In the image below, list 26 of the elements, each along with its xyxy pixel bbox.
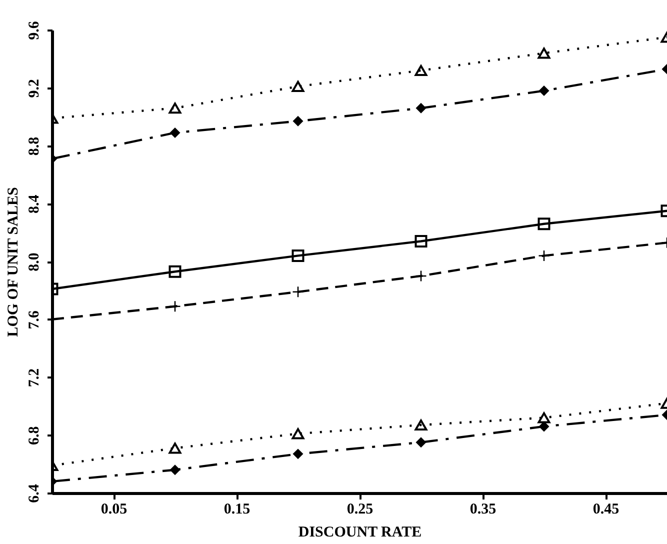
x-tick-label: 0.15: [224, 502, 250, 518]
point: [292, 80, 304, 92]
y-tick-label: 8.0: [26, 252, 42, 272]
y-tick-label: 7.2: [26, 368, 42, 388]
point: [292, 428, 304, 440]
point: [292, 249, 304, 262]
point: [416, 437, 426, 448]
y-tick-label: 9.6: [26, 20, 42, 40]
x-tick-label: 0.05: [100, 502, 128, 518]
y-tick-label: 7.6: [26, 310, 42, 330]
x-axis-title: DISCOUNT RATE: [298, 524, 422, 540]
point: [414, 419, 428, 431]
y-tick-label: 8.4: [26, 194, 42, 214]
point: [292, 448, 304, 460]
x-tick-label: 0.25: [346, 502, 374, 518]
x-tick-label: 0.45: [592, 502, 620, 518]
point: [416, 102, 426, 114]
y-tick-label: 8.8: [26, 136, 42, 156]
y-axis-title: LOG OF UNIT SALES: [6, 187, 22, 337]
point: [414, 235, 428, 248]
point: [292, 116, 304, 126]
y-tick-label: 9.2: [26, 79, 42, 98]
y-tick-label: 6.8: [26, 426, 42, 445]
x-tick-label: 0.35: [470, 502, 496, 518]
point: [414, 64, 428, 76]
y-tick-label: 6.4: [26, 484, 42, 503]
